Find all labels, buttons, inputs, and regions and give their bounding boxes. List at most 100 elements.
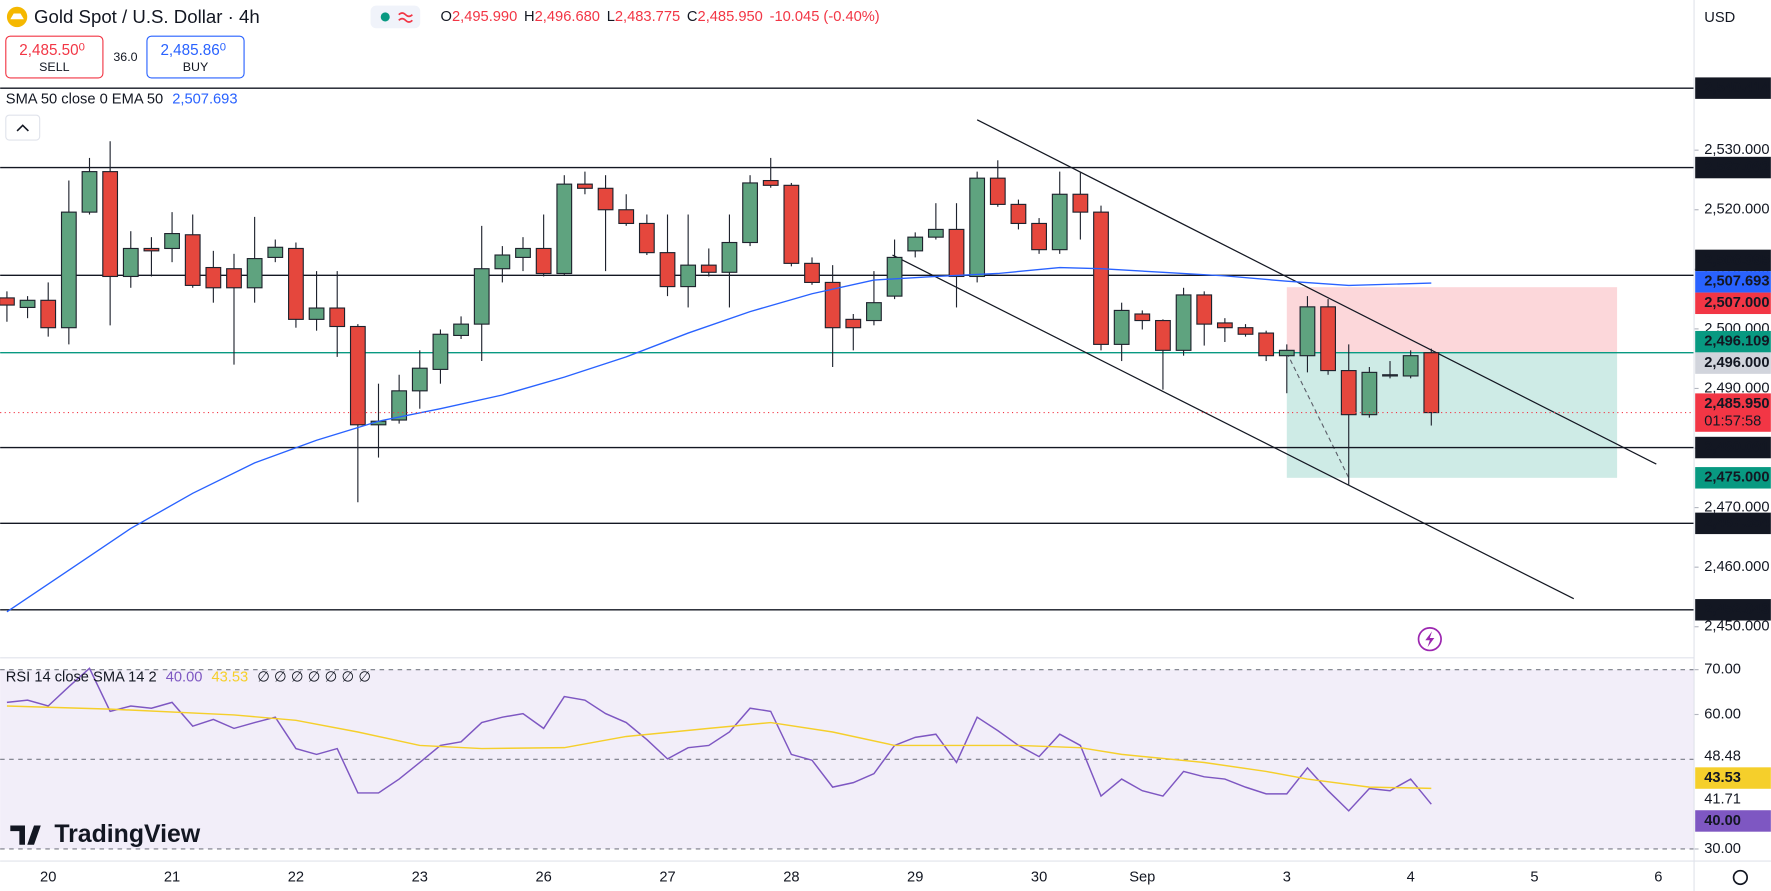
indicator-value: 2,507.693 <box>172 91 237 107</box>
candle-body <box>948 228 965 278</box>
candle-body <box>886 256 903 297</box>
price-label-box <box>1695 599 1771 621</box>
price-label: 2,480.081 <box>1704 439 1769 455</box>
candle-body <box>597 187 614 211</box>
x-tick-label: 22 <box>288 869 304 885</box>
candle-body <box>1382 374 1398 377</box>
price-label: 2,475.000 <box>1704 470 1769 486</box>
candle-body <box>1402 355 1419 377</box>
countdown: 01:57:58 <box>1704 413 1761 429</box>
candle-body <box>845 318 862 329</box>
y-tick-label: 30.00 <box>1704 841 1741 857</box>
price-label: 2,496.109 <box>1704 334 1769 350</box>
rsi-value: 40.00 <box>166 669 203 685</box>
candle-body <box>19 299 36 309</box>
trendline <box>976 119 1657 465</box>
ohlc-value: 2,495.990 <box>452 9 517 25</box>
candle-body <box>1072 193 1089 213</box>
rsi-sma-value: 43.53 <box>211 669 248 685</box>
candle-body <box>824 281 841 329</box>
candle-body <box>143 247 160 252</box>
x-tick-label: 20 <box>40 869 56 885</box>
candle-body <box>1093 211 1109 345</box>
price-label: 2,496.000 <box>1704 355 1769 371</box>
candle-body <box>783 184 800 264</box>
ema-line <box>6 266 1432 613</box>
y-tick-label: 2,490.000 <box>1704 380 1769 396</box>
candle-body <box>1299 306 1316 357</box>
candle-body <box>804 262 820 283</box>
candle-body <box>1258 332 1275 357</box>
candle-body <box>577 183 593 189</box>
rsi-line <box>6 667 1432 812</box>
candle-body <box>866 302 882 322</box>
position-risk <box>1286 287 1618 353</box>
rsi-axis-label: 41.71 <box>1704 791 1741 807</box>
candle-body <box>638 222 655 254</box>
ohlc-value: 2,496.680 <box>535 9 600 25</box>
candle-body <box>969 177 986 278</box>
price-label-box <box>1695 393 1771 432</box>
ohlc-legend: O2,495.990 H2,496.680 L2,483.775 C2,485.950… <box>441 9 880 25</box>
rsi-line <box>6 705 1432 790</box>
candle-body <box>1216 322 1233 329</box>
rsi-legend: RSI 14 close SMA 14 2 40.00 43.53 ∅ ∅ ∅ ∅ ∅… <box>6 669 371 685</box>
candle-body <box>0 297 15 306</box>
sell-button[interactable]: 2,485.500 SELL <box>5 35 104 79</box>
spread: 36.0 <box>113 50 137 64</box>
candle-body <box>432 333 449 370</box>
price-label-box <box>1695 292 1771 315</box>
price-label-box <box>1695 77 1771 99</box>
candle-body <box>1278 349 1295 357</box>
price-label-box <box>1695 352 1771 374</box>
candle-body <box>411 367 428 392</box>
x-tick-label: 6 <box>1654 869 1662 885</box>
buy-button[interactable]: 2,485.860 BUY <box>146 35 245 79</box>
candle-body <box>1237 327 1254 335</box>
y-tick-label: 60.00 <box>1704 706 1741 722</box>
currency-dropdown[interactable] <box>1699 2 1763 34</box>
x-tick-label: 27 <box>659 869 675 885</box>
market-open-dot <box>380 12 390 22</box>
x-tick-label: 30 <box>1031 869 1047 885</box>
ohlc-key: O <box>441 9 452 25</box>
ohlc-value: 2,483.775 <box>615 9 680 25</box>
candle-body <box>205 266 222 289</box>
candle-body <box>60 211 77 329</box>
symbol-title: Gold Spot / U.S. Dollar · 4h <box>34 6 260 27</box>
sell-price: 2,485.500 <box>19 41 85 58</box>
x-tick-label: 26 <box>535 869 551 885</box>
candle-body <box>453 323 469 337</box>
price-label-box <box>1695 249 1771 272</box>
settings-button[interactable] <box>1732 869 1748 886</box>
sell-box[interactable] <box>5 35 104 79</box>
candle-body <box>1175 294 1192 351</box>
candle-body <box>122 247 139 278</box>
candle-body <box>721 241 738 273</box>
x-tick-label: Sep <box>1129 869 1155 885</box>
status-pill[interactable] <box>370 5 421 29</box>
price-label: 2,452.843 <box>1704 602 1769 618</box>
candle-body <box>556 183 573 275</box>
price-label-box <box>1695 512 1771 535</box>
buy-price-small: 0 <box>220 41 226 53</box>
indicator-legend: SMA 50 close 0 EMA 50 2,507.693 <box>6 91 238 107</box>
candle-body <box>515 247 531 258</box>
price-label: 2,507.693 <box>1704 274 1769 290</box>
collapse-button[interactable] <box>5 114 41 141</box>
candle-body <box>473 268 490 325</box>
candle-body <box>226 268 242 289</box>
candle-body <box>1113 309 1130 345</box>
candle-body <box>700 264 717 273</box>
trendline <box>892 254 1575 600</box>
candle-body <box>40 299 57 329</box>
ohlc-key: C <box>687 9 698 25</box>
buy-price-main: 2,485.86 <box>160 42 219 59</box>
candle-body <box>989 177 1006 205</box>
x-tick-label: 3 <box>1283 869 1291 885</box>
buy-box[interactable] <box>146 35 245 79</box>
ohlc-key: H <box>524 9 535 25</box>
sell-label: SELL <box>39 60 69 74</box>
candle-body <box>164 233 180 250</box>
candle-body <box>1010 203 1027 225</box>
